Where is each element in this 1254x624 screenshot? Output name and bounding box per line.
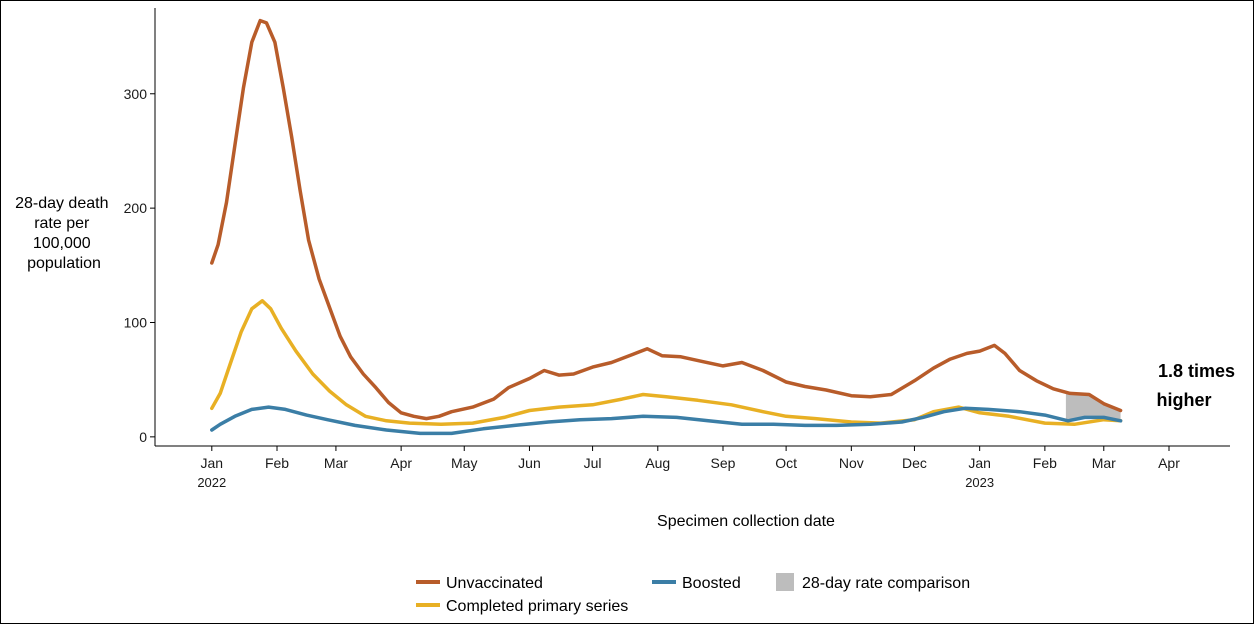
x-tick-label: Nov [839, 455, 864, 471]
legend-item-rate-comparison: 28-day rate comparison [776, 573, 970, 592]
annotation-line: higher [1156, 390, 1211, 410]
y-axis-title: 28-day death rate per 100,000 population [15, 195, 113, 272]
x-tick-label: Mar [324, 455, 348, 471]
y-axis-title-line: 100,000 [33, 235, 91, 252]
series-line-unvaccinated [210, 18, 1123, 421]
x-tick-label: Sep [711, 455, 736, 471]
legend: Unvaccinated Boosted 28-day rate compari… [416, 573, 970, 615]
x-tick-label: May [451, 455, 477, 471]
axes-layer [154, 8, 1230, 447]
y-axis-title-line: population [27, 255, 101, 272]
y-tick-label: 100 [124, 314, 148, 330]
y-axis-title-line: rate per [34, 215, 90, 232]
legend-swatch-rate-comparison [776, 573, 794, 591]
series-layer [210, 18, 1123, 436]
comparison-annotation: 1.8 times higher [1156, 361, 1240, 410]
x-tick-year-label: 2022 [197, 475, 226, 490]
y-tick-label: 200 [124, 200, 148, 216]
x-tick-label: Feb [1033, 455, 1057, 471]
y-tick-label: 0 [139, 429, 147, 445]
legend-label: Completed primary series [446, 598, 628, 615]
x-tick-label: Jun [518, 455, 541, 471]
y-axis-title-line: 28-day death [15, 195, 108, 212]
series-line-boosted [210, 405, 1123, 436]
legend-label: Boosted [682, 575, 741, 592]
x-tick-year-label: 2023 [965, 475, 994, 490]
x-axis-title: Specimen collection date [657, 513, 835, 530]
x-tick-label: Dec [902, 455, 927, 471]
x-tick-label: Apr [390, 455, 412, 471]
legend-label: 28-day rate comparison [802, 575, 970, 592]
legend-item-boosted: Boosted [652, 575, 741, 592]
rate-comparison-shade [1065, 392, 1121, 421]
x-tick-label: Apr [1158, 455, 1180, 471]
x-tick-label: Jan [968, 455, 991, 471]
annotation-line: 1.8 times [1158, 361, 1235, 381]
x-tick-label: Oct [775, 455, 797, 471]
x-tick-label: Aug [645, 455, 670, 471]
legend-item-primary-series: Completed primary series [416, 598, 628, 615]
x-tick-label: Jan [201, 455, 224, 471]
legend-item-unvaccinated: Unvaccinated [416, 575, 543, 592]
x-tick-label: Mar [1092, 455, 1116, 471]
shaded-region-layer [1065, 392, 1121, 421]
y-ticks: 0 100 200 300 [124, 86, 155, 445]
x-tick-label: Feb [265, 455, 289, 471]
y-tick-label: 300 [124, 86, 148, 102]
x-ticks: Jan 2022 Feb Mar Apr May Jun Jul Aug Sep Oct Nov Dec… [197, 446, 1180, 490]
legend-label: Unvaccinated [446, 575, 543, 592]
x-tick-label: Jul [584, 455, 602, 471]
series-line-completed-primary-series [210, 299, 1123, 427]
